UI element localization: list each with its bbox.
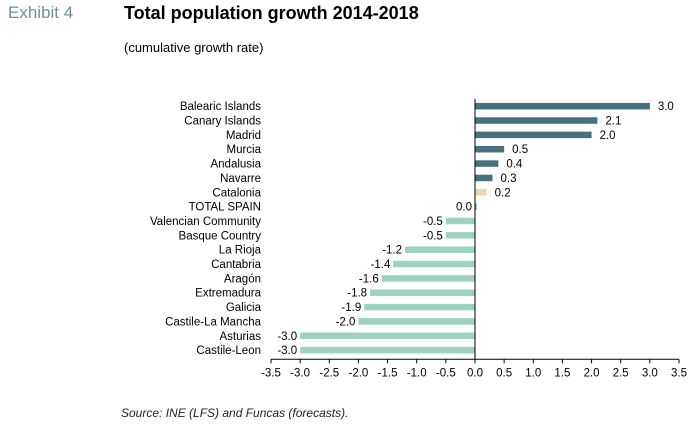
- data-label: -1.2: [382, 245, 402, 257]
- x-tick-label: -1.5: [378, 367, 398, 379]
- bar: [445, 217, 475, 225]
- category-label: Asturias: [219, 331, 261, 343]
- category-label: Valencian Community: [150, 216, 261, 228]
- category-label: Balearic Islands: [180, 101, 261, 113]
- bar: [475, 102, 650, 110]
- data-label: 2.1: [605, 116, 621, 128]
- category-label: Cantabria: [211, 259, 261, 271]
- x-tick-label: -2.5: [319, 367, 339, 379]
- bar: [475, 117, 598, 124]
- x-tick-label: 0.0: [467, 367, 483, 379]
- bar: [300, 346, 475, 354]
- bar: [381, 275, 475, 282]
- data-label: -0.5: [423, 230, 443, 242]
- data-label: 0.4: [506, 159, 523, 171]
- data-label: -3.0: [277, 345, 297, 357]
- data-label: 0.0: [456, 202, 472, 214]
- bar: [445, 232, 475, 239]
- category-label: La Rioja: [219, 245, 262, 257]
- bar: [475, 189, 487, 196]
- category-label: Andalusia: [210, 159, 261, 171]
- data-label: 0.5: [512, 144, 528, 156]
- data-label: 2.0: [600, 130, 616, 142]
- bar: [364, 303, 475, 311]
- bar: [370, 289, 475, 296]
- data-label: -3.0: [277, 331, 297, 343]
- x-tick-label: 2.0: [584, 367, 600, 379]
- data-label: 3.0: [658, 101, 674, 113]
- category-label: TOTAL SPAIN: [189, 202, 261, 214]
- bar: [475, 203, 477, 210]
- x-tick-label: 1.5: [554, 367, 570, 379]
- x-tick-label: -2.0: [349, 367, 369, 379]
- x-tick-label: 3.0: [642, 367, 658, 379]
- source-note: Source: INE (LFS) and Funcas (forecasts)…: [121, 406, 349, 420]
- bar: [405, 246, 475, 253]
- category-label: Navarre: [220, 173, 261, 185]
- bar: [393, 260, 475, 268]
- category-label: Canary Islands: [184, 116, 261, 128]
- chart-subtitle: (cumulative growth rate): [124, 40, 264, 55]
- category-label: Aragón: [224, 273, 261, 285]
- category-label: Catalonia: [212, 187, 261, 199]
- x-tick-label: 1.0: [525, 367, 541, 379]
- x-tick-label: 2.5: [613, 367, 629, 379]
- x-tick-label: -1.0: [407, 367, 427, 379]
- bar-chart: Balearic Islands 3.0 Canary Islands 2.1 Madr…: [150, 99, 687, 379]
- data-label: -0.5: [423, 216, 443, 228]
- exhibit-label: Exhibit 4: [8, 3, 74, 22]
- data-label: 0.2: [495, 187, 511, 199]
- data-label: -1.4: [371, 259, 391, 271]
- bar: [475, 160, 499, 167]
- category-label: Basque Country: [179, 230, 262, 242]
- x-tick-label: -0.5: [436, 367, 456, 379]
- x-tick-label: -3.5: [261, 367, 281, 379]
- data-label: -1.9: [341, 302, 361, 314]
- chart-title: Total population growth 2014-2018: [124, 3, 419, 23]
- bar: [475, 131, 592, 139]
- x-tick-label: -3.0: [290, 367, 310, 379]
- bar: [300, 332, 475, 340]
- bar: [475, 174, 493, 182]
- x-tick-label: 0.5: [496, 367, 512, 379]
- data-label: -1.8: [347, 288, 367, 300]
- category-label: Murcia: [226, 144, 261, 156]
- x-tick-label: 3.5: [671, 367, 687, 379]
- category-label: Castile-La Mancha: [165, 316, 261, 328]
- data-label: -1.6: [359, 273, 379, 285]
- bar: [475, 145, 505, 153]
- data-label: 0.3: [500, 173, 516, 185]
- category-label: Galicia: [226, 302, 262, 314]
- category-label: Madrid: [226, 130, 261, 142]
- data-label: -2.0: [336, 316, 356, 328]
- category-label: Extremadura: [195, 288, 261, 300]
- category-label: Castile-Leon: [196, 345, 261, 357]
- bar: [358, 318, 475, 325]
